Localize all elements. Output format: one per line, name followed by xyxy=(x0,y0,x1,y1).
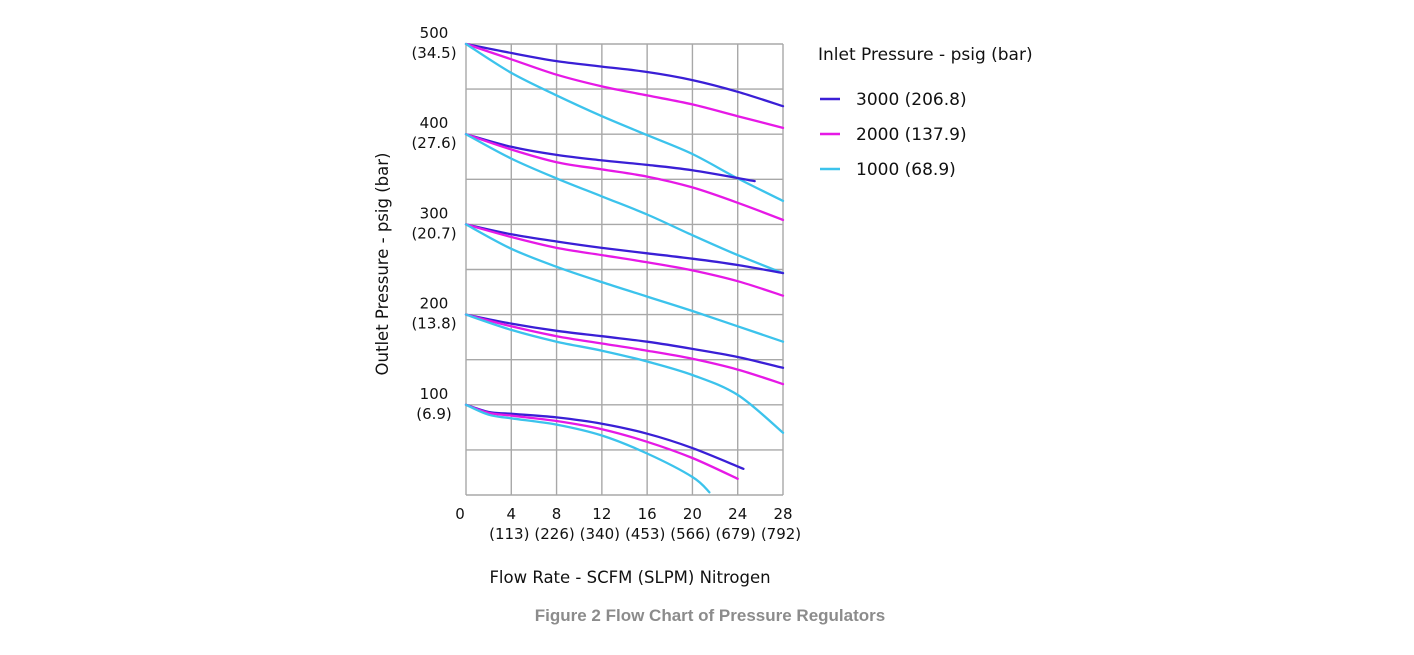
x-tick-sublabel: (453) xyxy=(625,525,665,543)
series-line-2000-setpoint-100 xyxy=(464,403,739,480)
x-tick-label: 20 xyxy=(683,505,702,523)
legend-label-3000: 3000 (206.8) xyxy=(856,90,967,110)
series-line-1000-setpoint-300 xyxy=(464,223,785,343)
series-line-3000-setpoint-500 xyxy=(464,42,785,108)
x-tick-label: 8 xyxy=(552,505,562,523)
legend-label-2000: 2000 (137.9) xyxy=(856,125,967,145)
series-line-2000-setpoint-300 xyxy=(464,223,785,297)
series-line-2000-setpoint-200 xyxy=(464,313,785,386)
chart-legend: Inlet Pressure - psig (bar) 3000 (206.8)… xyxy=(818,45,1033,180)
series-line-1000-setpoint-200 xyxy=(464,313,785,434)
series-line-3000-setpoint-200 xyxy=(464,313,785,369)
x-axis-ticks: 0 4 (113) 8 (226) 12 (340) 16 (453) 20 (566) 24 (679… xyxy=(455,505,801,543)
x-tick-sublabel: (226) xyxy=(534,525,574,543)
x-tick-sublabel: (679) xyxy=(716,525,756,543)
legend-label-1000: 1000 (68.9) xyxy=(856,160,956,180)
figure-caption: Figure 2 Flow Chart of Pressure Regulato… xyxy=(534,606,886,625)
x-tick-sublabel: (113) xyxy=(489,525,529,543)
x-tick-label: 16 xyxy=(638,505,657,523)
y-axis-title: Outlet Pressure - psig (bar) xyxy=(373,153,392,376)
legend-title: Inlet Pressure - psig (bar) xyxy=(818,45,1033,65)
y-tick-label: 200 xyxy=(420,295,449,313)
x-tick-label: 12 xyxy=(592,505,611,523)
series-line-2000-setpoint-500 xyxy=(464,42,785,130)
x-tick-sublabel: (340) xyxy=(580,525,620,543)
y-tick-label: 100 xyxy=(420,385,449,403)
y-tick-sublabel: (6.9) xyxy=(416,405,452,423)
flow-chart: 0 4 (113) 8 (226) 12 (340) 16 (453) 20 (566) 24 (679… xyxy=(373,24,1033,587)
x-tick-label: 0 xyxy=(455,505,465,523)
series-line-3000-setpoint-300 xyxy=(464,223,785,275)
x-axis-title: Flow Rate - SCFM (SLPM) Nitrogen xyxy=(489,568,770,587)
chart-series xyxy=(464,42,785,494)
x-tick-sublabel: (566) xyxy=(670,525,710,543)
y-axis-ticks: 500 (34.5) 400 (27.6) 300 (20.7) 200 (13.8) 100 (… xyxy=(411,24,456,423)
y-tick-label: 300 xyxy=(420,204,449,222)
x-tick-label: 4 xyxy=(507,505,517,523)
series-line-1000-setpoint-400 xyxy=(464,133,785,275)
y-tick-sublabel: (34.5) xyxy=(411,44,456,62)
x-tick-sublabel: (792) xyxy=(761,525,801,543)
series-line-1000-setpoint-100 xyxy=(464,403,711,494)
y-tick-sublabel: (20.7) xyxy=(411,224,456,242)
y-tick-sublabel: (27.6) xyxy=(411,134,456,152)
x-tick-label: 24 xyxy=(728,505,747,523)
y-tick-label: 500 xyxy=(420,24,449,42)
series-line-3000-setpoint-400 xyxy=(464,133,756,183)
y-tick-sublabel: (13.8) xyxy=(411,315,456,333)
x-tick-label: 28 xyxy=(773,505,792,523)
series-line-2000-setpoint-400 xyxy=(464,133,785,222)
y-tick-label: 400 xyxy=(420,114,449,132)
